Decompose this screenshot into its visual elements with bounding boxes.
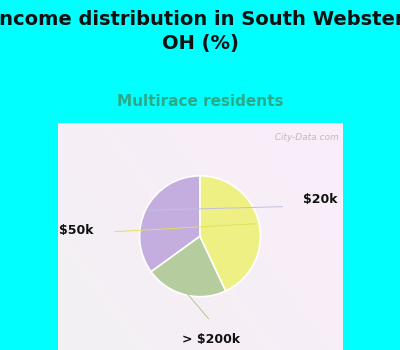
Text: Multirace residents: Multirace residents — [117, 94, 283, 110]
Wedge shape — [200, 176, 260, 291]
Text: City-Data.com: City-Data.com — [269, 133, 339, 142]
Text: $50k: $50k — [59, 224, 93, 237]
Text: $20k: $20k — [303, 193, 338, 206]
Text: Income distribution in South Webster,
OH (%): Income distribution in South Webster, OH… — [0, 10, 400, 53]
Wedge shape — [140, 176, 200, 272]
Wedge shape — [151, 236, 226, 297]
Text: > $200k: > $200k — [182, 333, 240, 346]
